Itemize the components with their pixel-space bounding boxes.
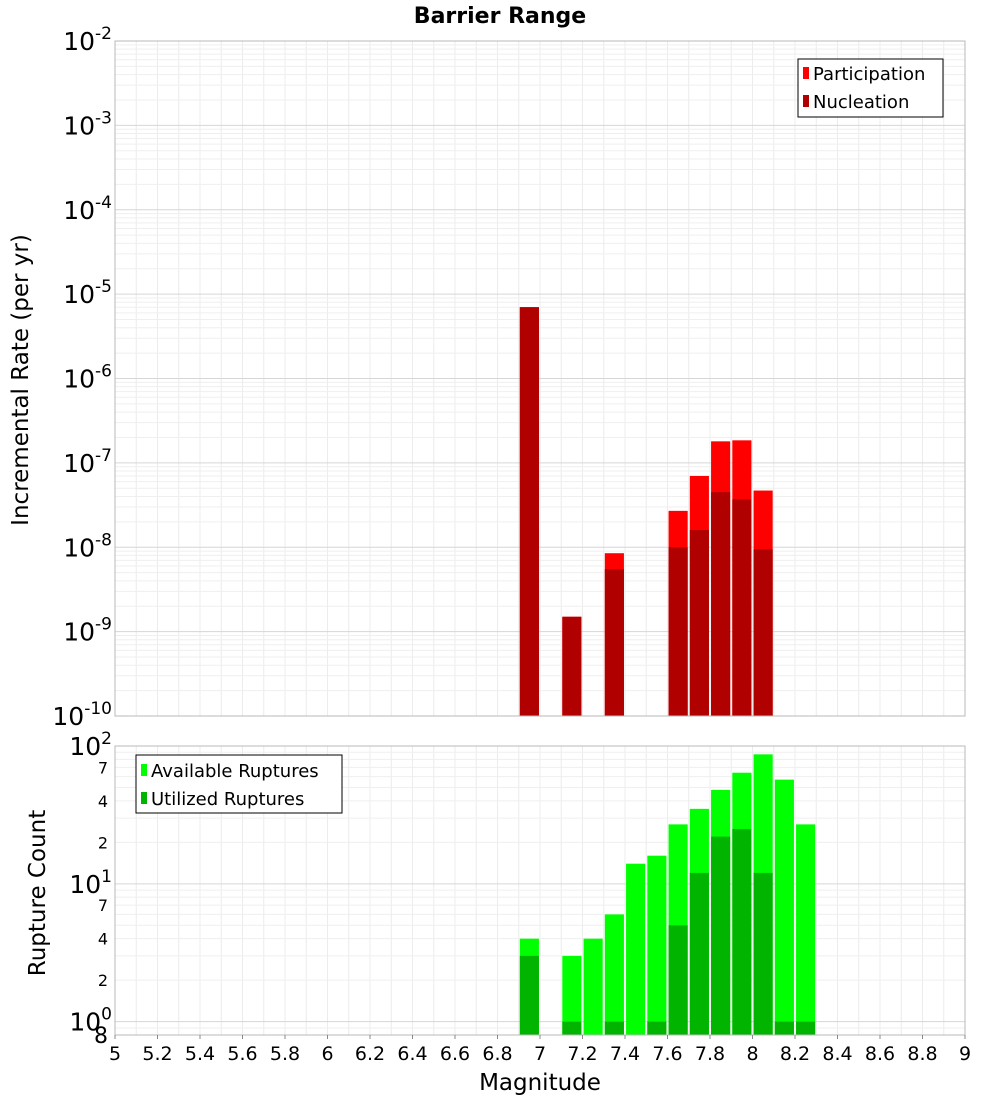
utilized-ruptures-bar (604, 1021, 624, 1035)
x-tick-label: 5.6 (227, 1043, 257, 1065)
utilized-ruptures-bar (774, 1021, 794, 1035)
x-tick-label: 7.6 (652, 1043, 682, 1065)
bottom-y-major-tick-label: 100 (69, 1005, 112, 1037)
bottom-y-minor-tick-label: 2 (98, 971, 108, 990)
x-tick-label: 6.4 (397, 1043, 427, 1065)
utilized-ruptures-bar (668, 925, 688, 1035)
bottom-y-minor-tick-label: 4 (98, 792, 108, 811)
bottom-y-tick-label: 8 (94, 1024, 108, 1049)
bottom-y-minor-tick-label: 2 (98, 833, 108, 852)
top-y-tick-label: 10-10 (52, 699, 112, 731)
top-y-tick-label: 10-3 (63, 108, 112, 140)
x-tick-label: 5.2 (142, 1043, 172, 1065)
bottom-legend-swatch (141, 764, 147, 776)
x-tick-label: 8.6 (865, 1043, 895, 1065)
utilized-ruptures-bar (689, 872, 709, 1035)
x-tick-label: 7 (534, 1043, 546, 1065)
bottom-y-minor-tick-label: 7 (98, 896, 108, 915)
top-legend-box (797, 58, 944, 118)
x-tick-label: 8.4 (822, 1043, 852, 1065)
bottom-legend-swatch (141, 792, 147, 804)
nucleation-bar (753, 549, 773, 716)
nucleation-bar (711, 492, 731, 716)
top-panel: 10-10 10-9 10-8 10-7 10-6 10-5 10-4 10-3 10-2 Par… (52, 24, 966, 731)
nucleation-bar (689, 530, 709, 716)
utilized-ruptures-bar (732, 828, 752, 1035)
x-tick-label: 8.8 (907, 1043, 937, 1065)
available-ruptures-bar (796, 824, 816, 1035)
x-tick-label: 6 (321, 1043, 333, 1065)
top-legend-label: Nucleation (813, 92, 909, 113)
utilized-ruptures-bar (647, 1021, 667, 1035)
bottom-legend-label: Utilized Ruptures (151, 789, 304, 810)
utilized-ruptures-bar (562, 1021, 582, 1035)
top-plot-border (114, 40, 966, 717)
top-legend-swatch (803, 67, 809, 79)
x-tick-label: 8 (746, 1043, 758, 1065)
utilized-ruptures-bar (519, 955, 539, 1035)
x-tick-label: 6.6 (440, 1043, 470, 1065)
nucleation-bar (732, 499, 752, 716)
top-y-axis-label: Incremental Rate (per yr) (8, 234, 34, 526)
x-tick-label: 5 (109, 1043, 121, 1065)
bottom-legend-label: Available Ruptures (151, 761, 319, 782)
available-ruptures-bar (583, 938, 603, 1035)
nucleation-bar (668, 547, 688, 716)
x-tick-label: 5.4 (185, 1043, 215, 1065)
x-tick-label: 8.2 (780, 1043, 810, 1065)
top-y-tick-label: 10-5 (63, 277, 112, 309)
x-tick-label: 5.8 (270, 1043, 300, 1065)
top-legend-swatch (803, 95, 809, 107)
nucleation-bar (562, 616, 582, 716)
x-tick-label: 6.2 (355, 1043, 385, 1065)
utilized-ruptures-bar (711, 836, 731, 1035)
available-ruptures-bar (647, 855, 667, 1035)
x-axis-label: Magnitude (479, 1070, 601, 1096)
available-ruptures-bar (604, 914, 624, 1035)
top-y-tick-label: 10-2 (63, 24, 112, 56)
top-legend: Participation Nucleation (797, 58, 944, 118)
bottom-y-major-tick-label: 101 (69, 867, 112, 899)
nucleation-bar (519, 307, 539, 716)
bottom-y-axis-label: Rupture Count (25, 810, 51, 976)
top-y-tick-label: 10-9 (63, 615, 112, 647)
chart-title: Barrier Range (414, 4, 586, 29)
bottom-y-minor-tick-label: 4 (98, 930, 108, 949)
x-tick-label: 6.8 (482, 1043, 512, 1065)
bottom-legend-box (135, 754, 343, 814)
top-y-tick-label: 10-8 (63, 530, 112, 562)
utilized-ruptures-bar (796, 1021, 816, 1035)
bottom-legend: Available Ruptures Utilized Ruptures (135, 754, 343, 814)
x-tick-label: 7.2 (567, 1043, 597, 1065)
nucleation-bar (604, 569, 624, 716)
top-legend-label: Participation (813, 64, 925, 85)
x-tick-label: 7.4 (610, 1043, 640, 1065)
available-ruptures-bar (562, 955, 582, 1035)
available-ruptures-bar (774, 779, 794, 1035)
bottom-panel: 100 101 102 8 2 4 7 2 4 7 5 5.2 5.4 5.6 5.8 6 6.2 6.4 6.6 6… (69, 729, 971, 1065)
top-y-tick-label: 10-4 (63, 193, 112, 225)
bottom-y-major-tick-label: 102 (69, 729, 112, 761)
x-tick-label: 9 (959, 1043, 971, 1065)
top-y-tick-label: 10-7 (63, 446, 112, 478)
utilized-ruptures-bar (753, 872, 773, 1035)
top-y-tick-label: 10-6 (63, 362, 112, 394)
available-ruptures-bar (626, 863, 646, 1035)
bottom-y-minor-tick-label: 7 (98, 758, 108, 777)
x-tick-label: 7.8 (695, 1043, 725, 1065)
